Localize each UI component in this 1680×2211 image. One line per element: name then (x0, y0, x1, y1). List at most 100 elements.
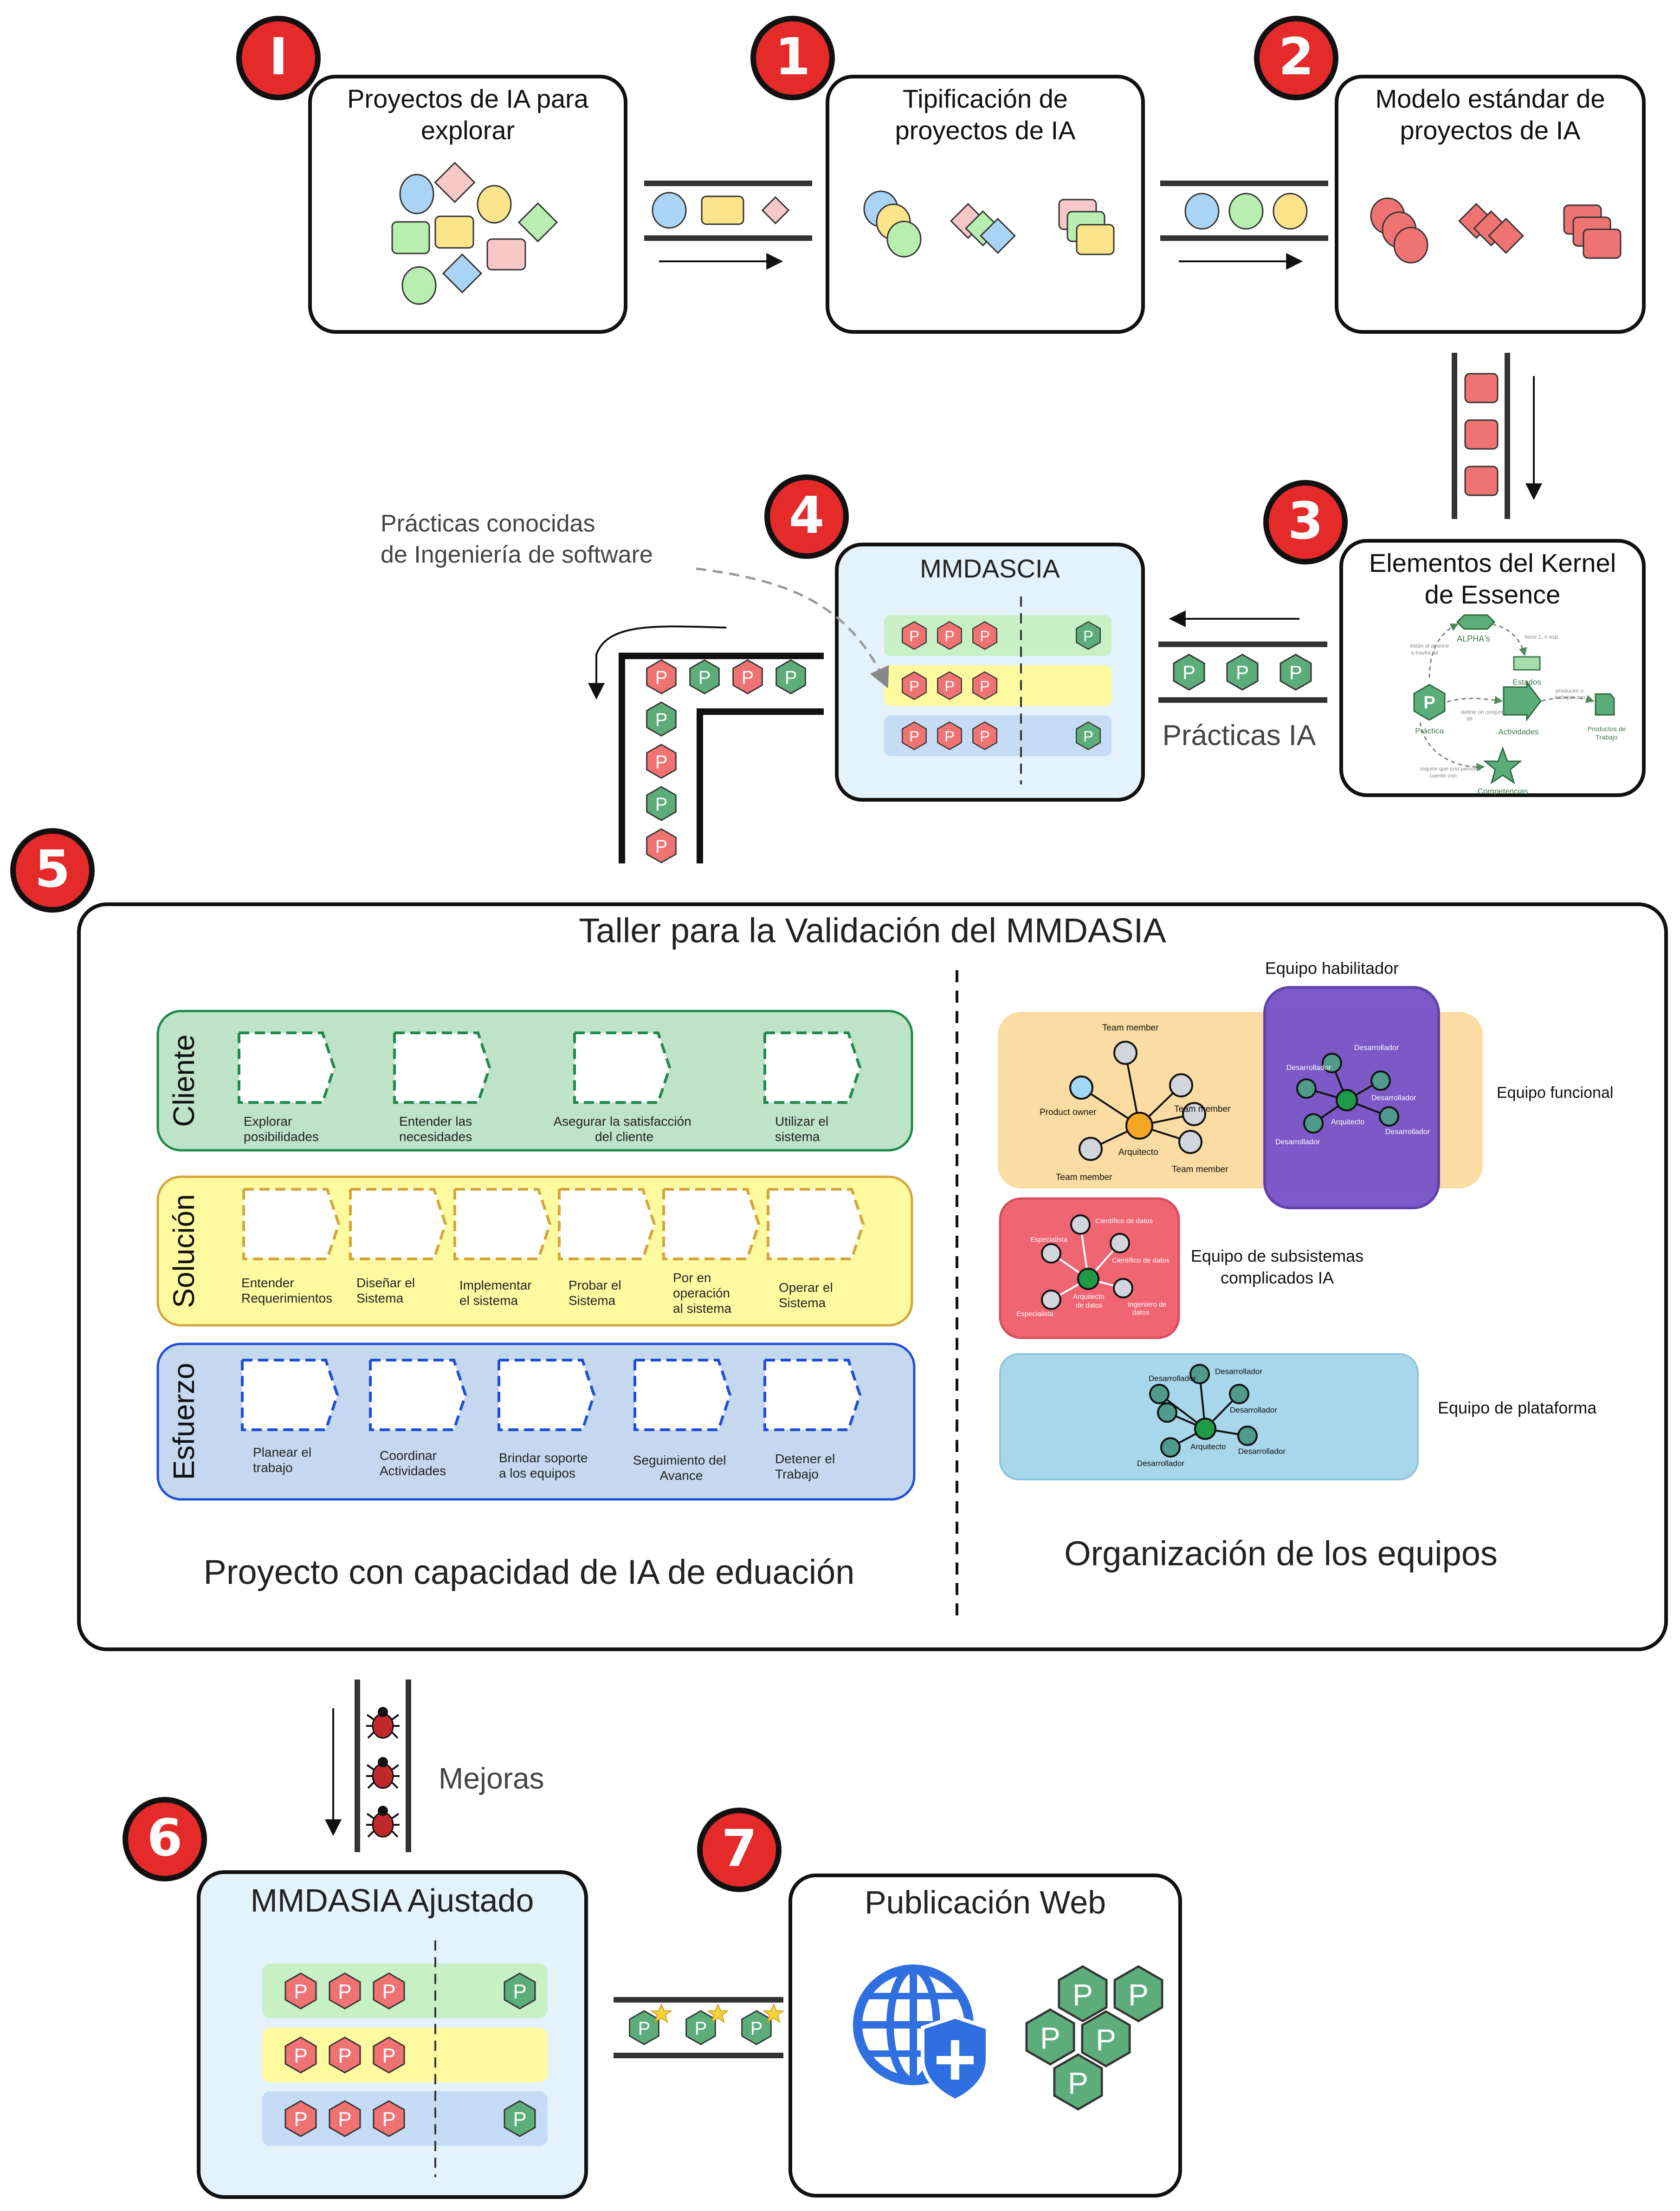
svg-text:Especialista: Especialista (1016, 1310, 1054, 1318)
step-3-title-line2: de Essence (1425, 580, 1561, 609)
svg-text:Desarrollador: Desarrollador (1230, 1406, 1277, 1414)
svg-text:Científico de datos: Científico de datos (1095, 1217, 1153, 1225)
svg-text:P: P (338, 1980, 351, 2003)
badge-1: 1 (753, 19, 832, 97)
svg-text:P: P (338, 2108, 351, 2131)
svg-text:datos: datos (1132, 1309, 1150, 1316)
svg-text:P: P (382, 2044, 395, 2067)
svg-text:P: P (1128, 1978, 1149, 2012)
svg-text:P: P (513, 2108, 526, 2131)
step-2-title-line2: proyectos de IA (1400, 116, 1581, 145)
svg-text:Desarrollador: Desarrollador (1286, 1064, 1331, 1072)
conveyor-1-to-2 (1160, 183, 1328, 261)
svg-text:Desarrollador: Desarrollador (1275, 1138, 1320, 1146)
step-6-title: MMDASIA Ajustado (251, 1882, 534, 1919)
team-plataforma-label: Equipo de plataforma (1438, 1398, 1597, 1417)
known-practices-line1: Prácticas conocidas (381, 510, 595, 537)
svg-text:P: P (944, 627, 955, 644)
svg-text:Team member: Team member (1056, 1173, 1112, 1182)
svg-text:Actividades: Actividades (1499, 727, 1539, 736)
badge-7: 7 (700, 1810, 779, 1889)
step-1-title-line2: proyectos de IA (895, 116, 1076, 145)
svg-text:P: P (944, 727, 955, 745)
svg-text:Ingeniero de: Ingeniero de (1128, 1301, 1166, 1309)
badge-4: 4 (767, 477, 846, 556)
badge-6: 6 (125, 1800, 204, 1879)
svg-text:de datos: de datos (1076, 1302, 1103, 1310)
svg-text:P: P (513, 1980, 526, 2003)
workshop-left-caption: Proyecto con capacidad de IA de eduación (204, 1553, 855, 1591)
svg-text:P: P (1073, 1978, 1093, 2012)
svg-text:Práctica: Práctica (1415, 726, 1444, 735)
svg-text:cuente con: cuente con (1429, 772, 1457, 779)
svg-text:Arquitecto: Arquitecto (1118, 1148, 1158, 1157)
svg-text:Arquitecto: Arquitecto (1073, 1293, 1105, 1301)
svg-text:Team member: Team member (1102, 1023, 1159, 1033)
badge-5: 5 (13, 831, 92, 910)
step-2-title: Modelo estándar de (1375, 84, 1605, 113)
svg-text:P: P (655, 794, 668, 815)
svg-text:P: P (750, 2018, 763, 2039)
step-i-title: Proyectos de IA para (347, 84, 589, 113)
svg-text:producen o: producen o (1556, 687, 1583, 694)
bug-icon (366, 1757, 400, 1788)
svg-text:P: P (909, 627, 919, 644)
svg-text:Desarrollador: Desarrollador (1149, 1374, 1196, 1383)
step-7-web-publication: Publicación Web P P P P P (790, 1875, 1180, 2196)
svg-text:P: P (909, 677, 919, 694)
svg-text:P: P (1096, 2023, 1116, 2057)
step-3-title: Elementos del Kernel (1369, 548, 1616, 577)
svg-text:P: P (1040, 2021, 1060, 2055)
team-subsistemas-label: Equipo de subsistemas (1191, 1246, 1363, 1265)
svg-text:P: P (1068, 2066, 1088, 2100)
improvements-label: Mejoras (439, 1762, 544, 1795)
svg-text:P: P (944, 677, 955, 694)
badge-2: 2 (1257, 19, 1336, 97)
svg-text:P: P (1289, 661, 1302, 683)
svg-text:P: P (1423, 693, 1435, 713)
svg-text:7: 7 (722, 1819, 757, 1878)
svg-text:P: P (338, 2044, 351, 2067)
svg-text:Desarrollador: Desarrollador (1354, 1044, 1399, 1052)
svg-text:P: P (655, 710, 668, 730)
svg-text:P: P (695, 2018, 707, 2039)
svg-text:P: P (294, 2108, 307, 2131)
svg-text:P: P (638, 2018, 651, 2039)
svg-text:P: P (294, 2044, 307, 2067)
svg-text:P: P (1083, 727, 1093, 745)
svg-text:P: P (785, 668, 797, 688)
svg-text:5: 5 (35, 839, 71, 899)
step-6-mmdasia-adjusted: MMDASIA Ajustado P P P P P P P P P P P (199, 1872, 586, 2197)
svg-text:Competencias: Competencias (1478, 787, 1528, 796)
improvements-conveyor: Mejoras (333, 1679, 544, 1852)
workshop-title: Taller para la Validación del MMDASIA (579, 911, 1166, 950)
svg-text:Product owner: Product owner (1040, 1108, 1097, 1117)
svg-text:require que una persona: require que una persona (1420, 765, 1481, 772)
svg-text:están al avance: están al avance (1410, 642, 1449, 649)
svg-text:Productos de: Productos de (1588, 725, 1626, 733)
lane-cliente: Cliente Explorar posibilidades Entender … (158, 1011, 912, 1150)
svg-text:P: P (655, 836, 668, 857)
conveyor-2-to-3 (1454, 353, 1534, 519)
svg-text:3: 3 (1288, 491, 1324, 551)
svg-text:Desarrollador: Desarrollador (1137, 1459, 1184, 1468)
svg-text:1: 1 (775, 27, 811, 86)
step-5-workshop: Taller para la Validación del MMDASIA Cl… (79, 904, 1666, 1649)
svg-text:Team member: Team member (1174, 1104, 1231, 1114)
svg-text:Arquitecto: Arquitecto (1190, 1442, 1226, 1451)
svg-text:tiene 1..n esp.: tiene 1..n esp. (1525, 634, 1559, 640)
svg-text:P: P (909, 727, 919, 745)
svg-text:P: P (980, 627, 990, 644)
known-practices-line2: de Ingeniería de software (381, 541, 653, 568)
badge-i: I (239, 19, 318, 97)
conveyor-3-to-4: P P P Prácticas IA (1158, 619, 1327, 752)
lane-solucion-label: Solución (167, 1194, 200, 1308)
step-i-projects: Proyectos de IA para explorar (310, 77, 626, 332)
team-subsistemas-label-line2: complicados IA (1221, 1268, 1334, 1287)
svg-text:P: P (1236, 661, 1249, 683)
step-3-essence-kernel: Elementos del Kernel de Essence ALPHA's … (1341, 541, 1644, 796)
lane-cliente-label: Cliente (167, 1034, 200, 1127)
svg-text:P: P (980, 677, 990, 694)
svg-text:Científico de datos: Científico de datos (1112, 1257, 1170, 1264)
svg-text:P: P (1083, 627, 1093, 644)
